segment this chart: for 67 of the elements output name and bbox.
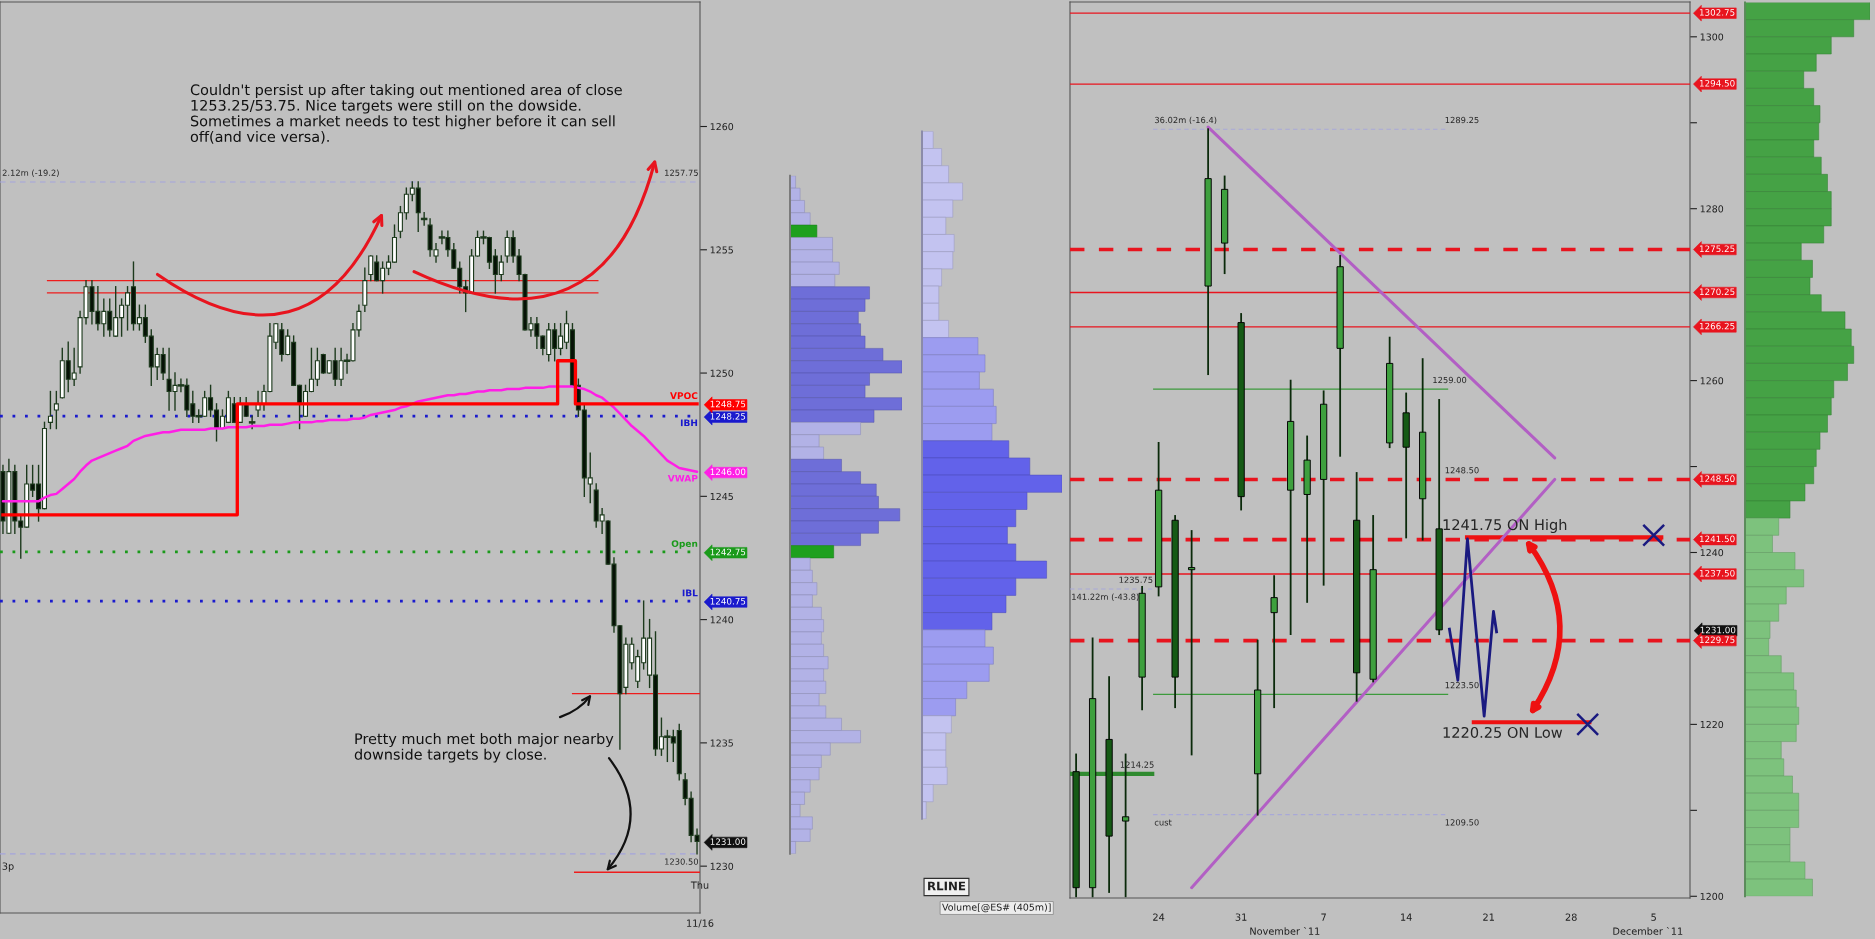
candlestick bbox=[53, 390, 59, 430]
y-tick-label: 1240.75 bbox=[710, 597, 746, 605]
text: RLINE bbox=[928, 881, 966, 891]
ref-line-label: 1266.25 bbox=[1699, 322, 1735, 330]
ref-line-label: 1289.25 bbox=[1445, 116, 1479, 124]
y-tick-label: 1240 bbox=[1700, 549, 1724, 557]
ref-line-label: IBH bbox=[680, 419, 698, 427]
x-tick-label: 14 bbox=[1401, 913, 1412, 921]
ref-line-label: 1223.50 bbox=[1445, 681, 1479, 689]
text: December `11 bbox=[1613, 926, 1683, 935]
annotation: Couldn't persist up after taking out mentioned area of close 1253.25/53.75. Nice targets were still on the dowside. Sometimes a market needs to test higher before it can sell off(and vice versa). bbox=[190, 84, 622, 144]
ref-line-label: 1257.75 bbox=[665, 169, 698, 176]
y-tick-label: 1231.00 bbox=[1700, 626, 1736, 634]
ref-line-label: 1241.50 bbox=[1699, 535, 1735, 543]
annotation: 2.12m (-19.2) bbox=[2, 169, 59, 177]
ref-line-label: 1294.50 bbox=[1699, 80, 1735, 87]
series-label: VPOC bbox=[670, 392, 698, 400]
annotation: 36.02m (-16.4) bbox=[1154, 116, 1217, 125]
bar bbox=[790, 545, 834, 559]
y-tick-label: 1260 bbox=[710, 123, 734, 131]
y-tick-label: 1242.75 bbox=[710, 548, 746, 556]
y-tick-label: 1300 bbox=[1700, 33, 1724, 41]
candlestick bbox=[47, 390, 53, 430]
line-series bbox=[1, 385, 699, 503]
annotation: cust bbox=[1154, 819, 1172, 826]
y-tick-label: 1255 bbox=[710, 246, 733, 254]
y-tick-label: 1235 bbox=[710, 739, 733, 747]
ref-line-label: 1259.00 bbox=[1433, 376, 1467, 384]
ref-line-label: 1229.75 bbox=[1699, 636, 1735, 644]
x-tick-label: 31 bbox=[1235, 913, 1247, 921]
annotation: Pretty much met both major nearby downside targets by close. bbox=[354, 733, 614, 763]
legend-label: VWAP bbox=[667, 475, 698, 482]
text: November `11 bbox=[1250, 926, 1320, 935]
y-tick-label: 1246.00 bbox=[710, 468, 746, 476]
ref-line-label: 1248.50 bbox=[1699, 475, 1735, 482]
annotation: Thu bbox=[690, 881, 709, 889]
y-tick-label: 1231.00 bbox=[710, 838, 746, 845]
y-tick-label: 1248.75 bbox=[710, 400, 746, 408]
bar bbox=[790, 224, 818, 238]
text: Volume[@ES# (405m)] bbox=[942, 903, 1051, 913]
ref-line-label: 1220.25 ON Low bbox=[1443, 726, 1563, 738]
y-tick-label: 1240 bbox=[710, 616, 734, 624]
x-tick-label: 21 bbox=[1483, 913, 1494, 921]
y-tick-label: 1248.25 bbox=[710, 413, 746, 420]
ref-line-label: 1235.75 bbox=[1119, 576, 1153, 583]
y-tick-label: 1230 bbox=[710, 862, 734, 870]
x-tick-label: 7 bbox=[1321, 913, 1326, 921]
y-tick-label: 1260 bbox=[1700, 377, 1724, 385]
annotation: 1248.50 bbox=[1445, 467, 1479, 474]
ref-line-label: 1209.50 bbox=[1445, 819, 1479, 826]
x-tick-label: 24 bbox=[1153, 913, 1165, 921]
annotation: 3p bbox=[2, 862, 14, 872]
y-tick-label: 1245 bbox=[710, 492, 733, 501]
ref-line-label: 1230.50 bbox=[665, 858, 699, 865]
y-tick-label: 1280 bbox=[1700, 205, 1724, 213]
text: 11/16 bbox=[687, 919, 714, 928]
ref-line-label: 1270.25 bbox=[1699, 288, 1735, 296]
x-tick-label: 28 bbox=[1565, 913, 1577, 921]
ref-line-label: 1237.50 bbox=[1699, 569, 1735, 577]
y-tick-label: 1220 bbox=[1700, 720, 1724, 729]
ref-line-label: 1302.75 bbox=[1699, 9, 1735, 16]
x-tick-label: 5 bbox=[1651, 913, 1656, 921]
y-tick-label: 1250 bbox=[710, 369, 734, 377]
ref-line-label: Open bbox=[671, 540, 698, 549]
ref-line-label: 1275.25 bbox=[1699, 245, 1735, 253]
ref-line-label: IBL bbox=[682, 589, 698, 597]
y-tick-label: 1200 bbox=[1700, 892, 1724, 900]
